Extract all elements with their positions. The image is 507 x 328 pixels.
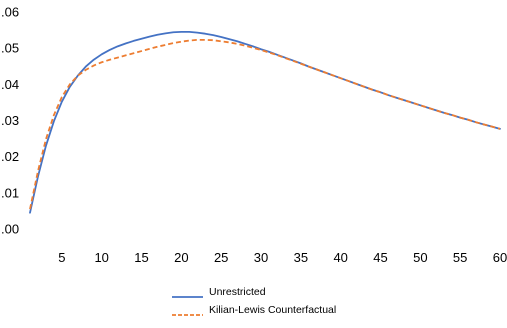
x-tick-label: 25 <box>214 250 228 265</box>
y-tick-label: .05 <box>1 41 19 56</box>
x-tick-label: 50 <box>413 250 427 265</box>
x-axis-tick-labels: 5 10 15 20 25 30 35 40 45 50 55 60 <box>58 250 507 265</box>
y-axis-tick-labels: .00 .01 .02 .03 .04 .05 .06 <box>1 5 19 237</box>
y-tick-label: .06 <box>1 5 19 20</box>
x-tick-label: 15 <box>134 250 148 265</box>
series-line-unrestricted <box>29 30 501 214</box>
legend-label: Unrestricted <box>209 286 266 298</box>
x-tick-label: 30 <box>254 250 268 265</box>
y-tick-label: .03 <box>1 113 19 128</box>
series-lines <box>29 30 501 214</box>
y-tick-label: .02 <box>1 149 19 164</box>
legend-label: Kilian-Lewis Counterfactual <box>209 304 336 316</box>
series-line-kilian-lewis-counterfactual <box>29 38 501 210</box>
y-tick-label: .01 <box>1 185 19 200</box>
x-tick-label: 60 <box>493 250 507 265</box>
x-tick-label: 45 <box>373 250 387 265</box>
x-tick-label: 40 <box>333 250 347 265</box>
chart-legend: Unrestricted Kilian-Lewis Counterfactual <box>172 286 336 316</box>
x-tick-label: 20 <box>174 250 188 265</box>
x-tick-label: 10 <box>94 250 108 265</box>
x-tick-label: 55 <box>453 250 467 265</box>
x-tick-label: 5 <box>58 250 65 265</box>
y-tick-label: .00 <box>1 222 19 237</box>
x-tick-label: 35 <box>294 250 308 265</box>
y-tick-label: .04 <box>1 77 19 92</box>
